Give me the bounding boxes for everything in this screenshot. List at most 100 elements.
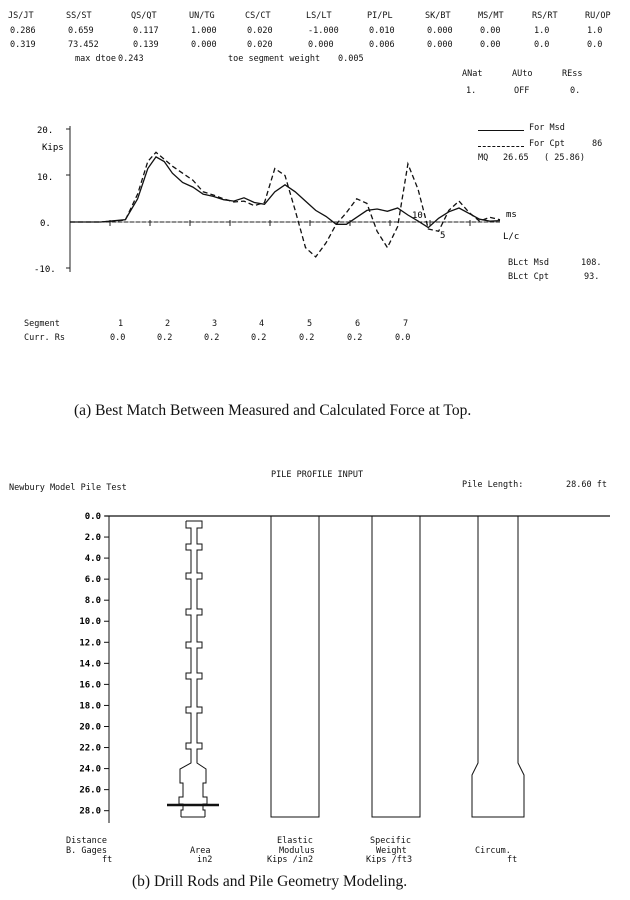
status-auto-header: AUto (512, 69, 533, 79)
caption-a: (a) Best Match Between Measured and Calc… (74, 402, 472, 419)
y-tick-label: 20. (37, 126, 53, 136)
mq-value: 26.65 (503, 153, 529, 163)
parameter-header: SK/BT (425, 11, 451, 21)
mq-label: MQ (478, 153, 489, 163)
depth-tick-label: 28.0 (79, 807, 101, 817)
parameter-value: 0.139 (133, 40, 159, 50)
status-anat-value: 1. (466, 86, 477, 96)
max-dtoe-label: max dtoe (75, 54, 116, 64)
parameter-value: 1.000 (191, 26, 217, 36)
blct-msd-value: 108. (581, 258, 602, 268)
depth-tick-label: 8.0 (85, 596, 101, 606)
legend-dashed-line (478, 146, 524, 147)
ms-axis-label: ms (506, 210, 517, 220)
depth-tick-label: 20.0 (79, 722, 101, 732)
parameter-value: 0.020 (247, 26, 273, 36)
parameter-value: 0.00 (480, 26, 501, 36)
depth-tick-label: 14.0 (79, 659, 101, 669)
area-label: Area (190, 846, 211, 856)
parameter-header: SS/ST (66, 11, 92, 21)
parameter-value: 0.319 (10, 40, 36, 50)
parameter-header: JS/JT (8, 11, 34, 21)
parameter-header: CS/CT (245, 11, 271, 21)
mq-paren-value: ( 25.86) (544, 153, 585, 163)
area-unit: in2 (197, 855, 213, 865)
blct-cpt-label: BLct Cpt (508, 272, 549, 282)
toe-weight-label: toe segment weight (228, 54, 321, 64)
segment-rs-value: 0.0 (395, 333, 411, 343)
segment-number: 6 (355, 319, 361, 329)
ms-tick-label: 10 (412, 211, 423, 221)
segment-rs-value: 0.2 (347, 333, 363, 343)
blct-msd-label: BLct Msd (508, 258, 549, 268)
legend-solid-line (478, 130, 524, 131)
pile-length-value: 28.60 ft (566, 480, 607, 490)
parameter-value: -1.000 (308, 26, 339, 36)
parameter-header: RS/RT (532, 11, 558, 21)
parameter-value: 0.0 (587, 40, 603, 50)
modulus-unit: Kips /in2 (267, 855, 314, 865)
parameter-value: 0.020 (247, 40, 273, 50)
caption-b: (b) Drill Rods and Pile Geometry Modelin… (132, 873, 408, 890)
segment-number: 5 (307, 319, 313, 329)
series-line-msd (70, 156, 501, 229)
parameter-value: 0.000 (427, 40, 453, 50)
segment-rs-value: 0.2 (204, 333, 220, 343)
y-tick-label: -10. (34, 265, 56, 275)
depth-tick-label: 16.0 (79, 680, 101, 690)
parameter-header: MS/MT (478, 11, 504, 21)
depth-tick-label: 12.0 (79, 638, 101, 648)
depth-tick-label: 26.0 (79, 786, 101, 796)
distance-unit: ft (102, 855, 113, 865)
segment-number: 7 (403, 319, 409, 329)
parameter-header: QS/QT (131, 11, 157, 21)
depth-tick-label: 22.0 (79, 744, 101, 754)
segment-number: 1 (118, 319, 124, 329)
parameter-value: 0.286 (10, 26, 36, 36)
parameter-value: 0.010 (369, 26, 395, 36)
y-tick-label: 0. (40, 219, 51, 229)
parameter-header: PI/PL (367, 11, 393, 21)
circum-unit: ft (507, 855, 518, 865)
lc-axis-label: L/c (503, 232, 519, 242)
force-chart: 20. 10. 0. -10. Kips 10 5 ms L/c (34, 126, 519, 275)
weight-label-2: Weight (376, 846, 407, 856)
modulus-profile (270, 515, 320, 818)
y-tick-label: 10. (37, 173, 53, 183)
status-anat-header: ANat (462, 69, 483, 79)
depth-ticks: 0.0 2.0 4.0 6.0 8.0 10.0 12.0 14.0 16.0 18.0 20.0 2… (79, 512, 109, 817)
circum-label: Circum. (475, 846, 511, 856)
modulus-label-1: Elastic (277, 836, 313, 846)
parameter-header: RU/OP (585, 11, 611, 21)
depth-tick-label: 2.0 (85, 533, 101, 543)
depth-tick-label: 0.0 (85, 512, 101, 522)
parameter-value: 1.0 (587, 26, 603, 36)
max-dtoe-value: 0.243 (118, 54, 144, 64)
pile-profile-diagram: 0.0 2.0 4.0 6.0 8.0 10.0 12.0 14.0 16.0 18.0 20.0 2… (79, 512, 610, 823)
parameter-value: 0.659 (68, 26, 94, 36)
test-name: Newbury Model Pile Test (9, 483, 127, 493)
profile-title: PILE PROFILE INPUT (271, 470, 364, 480)
weight-label-1: Specific (370, 836, 411, 846)
lc-tick-label: 5 (440, 231, 445, 241)
weight-unit: Kips /ft3 (366, 855, 413, 865)
legend-cpt-value: 86 (592, 139, 603, 149)
bgages-label: B. Gages (66, 846, 107, 856)
modulus-label-2: Modulus (279, 846, 315, 856)
parameter-value: 1.0 (534, 26, 550, 36)
segment-number: 4 (259, 319, 265, 329)
depth-tick-label: 4.0 (85, 554, 101, 564)
area-profile (167, 520, 219, 818)
segment-label: Segment (24, 319, 60, 329)
parameter-value: 0.006 (369, 40, 395, 50)
depth-tick-label: 10.0 (79, 617, 101, 627)
segment-number: 2 (165, 319, 171, 329)
depth-tick-label: 24.0 (79, 765, 101, 775)
status-ress-value: 0. (570, 86, 581, 96)
status-ress-header: REss (562, 69, 583, 79)
circum-profile (471, 516, 525, 818)
segment-rs-value: 0.0 (110, 333, 126, 343)
status-auto-value: OFF (514, 86, 530, 96)
parameter-value: 0.00 (480, 40, 501, 50)
legend-cpt-label: For Cpt (529, 139, 565, 149)
